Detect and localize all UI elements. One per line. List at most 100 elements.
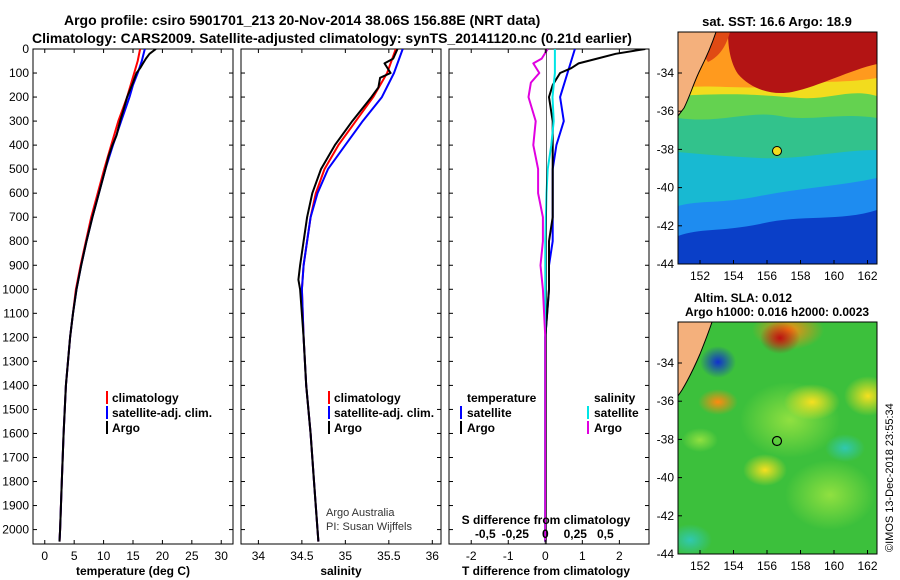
map-lon-label: 152	[690, 559, 710, 573]
temperature-legend: climatology satellite-adj. clim. Argo	[106, 391, 212, 435]
difference-xlabel: T difference from climatology	[462, 564, 630, 578]
title-line-2: Climatology: CARS2009. Satellite-adjuste…	[32, 30, 632, 46]
salinity-legend: climatology satellite-adj. clim. Argo Ar…	[326, 391, 434, 533]
pressure-tick-label: 600	[9, 186, 29, 200]
sst-map-frame	[677, 31, 878, 265]
series-line-satellite-adj-clim-	[300, 49, 404, 542]
map-lat-label: -38	[657, 142, 675, 156]
map-axes: 152 154 156 158 160 162 -34 -36 -38 -40 -42 -44 152 1…	[657, 66, 878, 573]
pressure-axis: 0 100 200 300 400 500 600 700 800 900 1000 1100 1200…	[2, 42, 649, 537]
sla-map	[678, 322, 877, 554]
temperature-series	[58, 49, 157, 542]
credit-line-1: Argo Australia	[326, 507, 395, 519]
sla-blob	[682, 428, 718, 452]
pressure-tick-label: 1700	[2, 450, 29, 464]
legend-label-satellite: satellite-adj. clim.	[334, 406, 434, 420]
map-lat-label: -34	[657, 66, 675, 80]
pressure-tick-label: 1000	[2, 282, 29, 296]
legend-title-temperature: temperature	[467, 391, 537, 405]
salinity-diff-tick-label: 0,5	[597, 527, 614, 541]
x-tick-label: 34	[252, 549, 266, 563]
sla-blob	[760, 322, 800, 354]
x-tick-label: 10	[97, 549, 111, 563]
salinity-diff-tick-label: 0,25	[564, 527, 588, 541]
pressure-tick-label: 1900	[2, 499, 29, 513]
x-tick-label: 0	[542, 549, 549, 563]
pressure-tick-label: 2000	[2, 523, 29, 537]
sla-map-frame	[677, 321, 878, 555]
sla-blob	[784, 384, 840, 420]
legend-label-climatology: climatology	[112, 391, 179, 405]
series-line-satellite-adj-clim-	[58, 49, 146, 542]
map-lon-label: 160	[824, 269, 844, 283]
salinity-panel-frame	[240, 48, 442, 545]
difference-panel-frame	[448, 48, 650, 545]
x-tick-label: 5	[71, 549, 78, 563]
legend-label-temperature-argo: Argo	[467, 421, 495, 435]
pressure-tick-label: 1300	[2, 354, 29, 368]
sla-blob	[785, 460, 875, 530]
x-tick-label: 35	[339, 549, 353, 563]
legend-label-climatology: climatology	[334, 391, 401, 405]
pressure-tick-label: 700	[9, 210, 29, 224]
legend-label-argo: Argo	[334, 421, 362, 435]
x-tick-label: 25	[185, 549, 199, 563]
map-lon-label: 156	[757, 269, 777, 283]
x-tick-label: -1	[503, 549, 514, 563]
sla-blob	[698, 389, 738, 415]
legend-label-satellite: satellite-adj. clim.	[112, 406, 212, 420]
map-lat-label: -38	[657, 432, 675, 446]
pressure-tick-label: 200	[9, 90, 29, 104]
imos-watermark: ©IMOS 13-Dec-2018 23:55:34	[884, 403, 896, 552]
sla-blob	[844, 376, 877, 416]
salinity-series	[297, 49, 404, 542]
pressure-tick-label: 1200	[2, 330, 29, 344]
legend-label-salinity-argo: Argo	[594, 421, 622, 435]
map-lon-label: 162	[857, 269, 877, 283]
salinity-xlabel: salinity	[320, 564, 362, 578]
x-tick-label: 20	[156, 549, 170, 563]
difference-series	[527, 49, 646, 542]
credit-line-2: PI: Susan Wijffels	[326, 521, 412, 533]
legend-title-salinity: salinity	[594, 391, 636, 405]
x-axes: 0 5 10 15 20 25 30 34 34.5 35 35.5 36 -2 -1 0 1 2 -0,5 -0,…	[41, 49, 623, 563]
salinity-diff-tick-label: -0,25	[502, 527, 530, 541]
pressure-tick-label: 300	[9, 114, 29, 128]
title-line-1: Argo profile: csiro 5901701_213 20-Nov-2…	[64, 12, 540, 28]
sla-blob	[678, 524, 712, 554]
map-lat-label: -36	[657, 104, 675, 118]
legend-label-argo: Argo	[112, 421, 140, 435]
sla-map-title-1: Altim. SLA: 0.012	[694, 291, 792, 305]
temperature-xlabel: temperature (deg C)	[76, 564, 190, 578]
pressure-tick-label: 400	[9, 138, 29, 152]
sla-blob	[825, 434, 865, 462]
sla-map-title-2: Argo h1000: 0.016 h2000: 0.0023	[685, 305, 869, 319]
map-lat-label: -44	[657, 257, 675, 271]
pressure-tick-label: 1400	[2, 378, 29, 392]
pressure-tick-label: 1800	[2, 475, 29, 489]
pressure-tick-label: 1100	[3, 306, 29, 320]
x-tick-label: -2	[466, 549, 477, 563]
map-lon-label: 154	[723, 559, 743, 573]
map-lon-label: 154	[723, 269, 743, 283]
land	[678, 322, 712, 396]
pressure-tick-label: 500	[9, 162, 29, 176]
x-tick-label: 2	[616, 549, 623, 563]
map-lat-label: -40	[657, 471, 675, 485]
x-tick-label: 0	[41, 549, 48, 563]
x-tick-label: 15	[126, 549, 140, 563]
series-line-salinity-argo	[527, 49, 549, 542]
x-tick-label: 36	[426, 549, 440, 563]
sla-argo-marker	[771, 435, 783, 447]
map-lat-label: -44	[657, 547, 675, 561]
salinity-diff-tick-label: 0	[542, 527, 549, 541]
series-line-climatology	[58, 49, 142, 542]
series-line-argo	[297, 49, 399, 542]
map-lat-label: -42	[657, 509, 675, 523]
map-lat-label: -40	[657, 181, 675, 195]
difference-legend: temperature satellite Argo salinity sate…	[460, 391, 639, 527]
legend-label-temperature-satellite: satellite	[467, 406, 512, 420]
map-lon-label: 156	[757, 559, 777, 573]
legend-label-salinity-satellite: satellite	[594, 406, 639, 420]
x-tick-label: 35.5	[377, 549, 401, 563]
